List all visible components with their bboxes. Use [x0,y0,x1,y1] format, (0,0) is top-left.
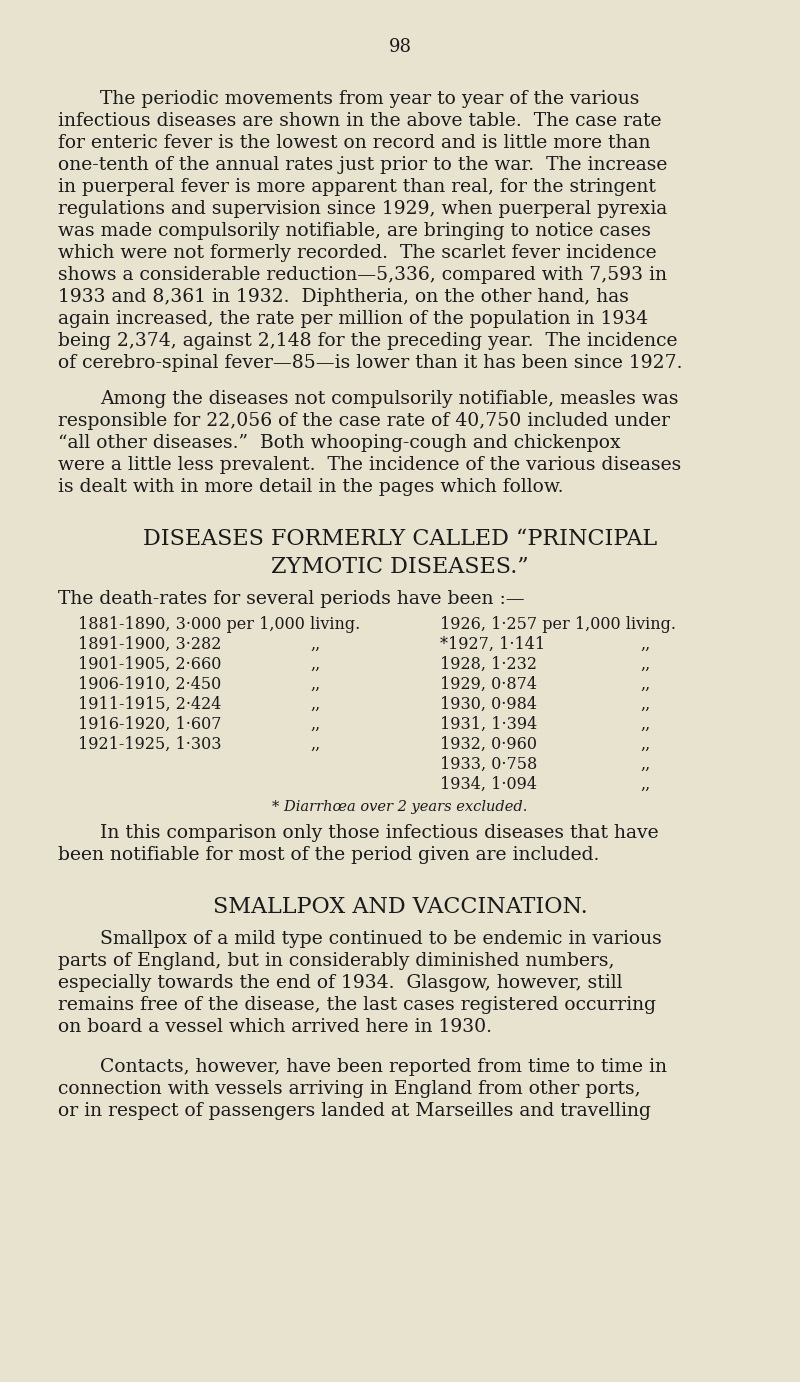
Text: ZYMOTIC DISEASES.”: ZYMOTIC DISEASES.” [271,556,529,578]
Text: 1931, 1·394: 1931, 1·394 [440,716,538,732]
Text: DISEASES FORMERLY CALLED “PRINCIPAL: DISEASES FORMERLY CALLED “PRINCIPAL [143,528,657,550]
Text: remains free of the disease, the last cases registered occurring: remains free of the disease, the last ca… [58,996,656,1014]
Text: ,,: ,, [310,656,320,673]
Text: ,,: ,, [640,777,650,793]
Text: 1911-1915, 2·424: 1911-1915, 2·424 [78,697,222,713]
Text: for enteric fever is the lowest on record and is little more than: for enteric fever is the lowest on recor… [58,134,650,152]
Text: In this comparison only those infectious diseases that have: In this comparison only those infectious… [100,824,658,842]
Text: was made compulsorily notifiable, are bringing to notice cases: was made compulsorily notifiable, are br… [58,223,651,240]
Text: Among the diseases not compulsorily notifiable, measles was: Among the diseases not compulsorily noti… [100,390,678,408]
Text: ,,: ,, [640,697,650,713]
Text: 1934, 1·094: 1934, 1·094 [440,777,537,793]
Text: which were not formerly recorded.  The scarlet fever incidence: which were not formerly recorded. The sc… [58,245,657,263]
Text: parts of England, but in considerably diminished numbers,: parts of England, but in considerably di… [58,952,614,970]
Text: shows a considerable reduction—5,336, compared with 7,593 in: shows a considerable reduction—5,336, co… [58,265,667,283]
Text: 1933, 0·758: 1933, 0·758 [440,756,538,773]
Text: being 2,374, against 2,148 for the preceding year.  The incidence: being 2,374, against 2,148 for the prece… [58,332,678,350]
Text: *1927, 1·141: *1927, 1·141 [440,636,545,654]
Text: of cerebro-spinal fever—85—is lower than it has been since 1927.: of cerebro-spinal fever—85—is lower than… [58,354,682,372]
Text: ,,: ,, [310,697,320,713]
Text: especially towards the end of 1934.  Glasgow, however, still: especially towards the end of 1934. Glas… [58,974,622,992]
Text: 1928, 1·232: 1928, 1·232 [440,656,537,673]
Text: 1891-1900, 3·282: 1891-1900, 3·282 [78,636,222,654]
Text: ,,: ,, [310,676,320,692]
Text: one-tenth of the annual rates just prior to the war.  The increase: one-tenth of the annual rates just prior… [58,156,667,174]
Text: ,,: ,, [640,737,650,753]
Text: 1901-1905, 2·660: 1901-1905, 2·660 [78,656,222,673]
Text: The periodic movements from year to year of the various: The periodic movements from year to year… [100,90,639,108]
Text: ,,: ,, [310,716,320,732]
Text: 1932, 0·960: 1932, 0·960 [440,737,537,753]
Text: 1933 and 8,361 in 1932.  Diphtheria, on the other hand, has: 1933 and 8,361 in 1932. Diphtheria, on t… [58,287,629,305]
Text: ,,: ,, [310,737,320,753]
Text: Smallpox of a mild type continued to be endemic in various: Smallpox of a mild type continued to be … [100,930,662,948]
Text: ,,: ,, [640,756,650,773]
Text: 1906-1910, 2·450: 1906-1910, 2·450 [78,676,222,692]
Text: 1930, 0·984: 1930, 0·984 [440,697,537,713]
Text: 1916-1920, 1·607: 1916-1920, 1·607 [78,716,222,732]
Text: The death-rates for several periods have been :—: The death-rates for several periods have… [58,590,525,608]
Text: 1929, 0·874: 1929, 0·874 [440,676,537,692]
Text: 1881-1890, 3·000 per 1,000 living.: 1881-1890, 3·000 per 1,000 living. [78,616,360,633]
Text: Contacts, however, have been reported from time to time in: Contacts, however, have been reported fr… [100,1059,667,1077]
Text: responsible for 22,056 of the case rate of 40,750 included under: responsible for 22,056 of the case rate … [58,412,670,430]
Text: on board a vessel which arrived here in 1930.: on board a vessel which arrived here in … [58,1019,492,1036]
Text: ,,: ,, [640,716,650,732]
Text: been notifiable for most of the period given are included.: been notifiable for most of the period g… [58,846,599,864]
Text: * Diarrhœa over 2 years excluded.: * Diarrhœa over 2 years excluded. [272,800,528,814]
Text: in puerperal fever is more apparent than real, for the stringent: in puerperal fever is more apparent than… [58,178,656,196]
Text: SMALLPOX AND VACCINATION.: SMALLPOX AND VACCINATION. [213,896,587,918]
Text: ,,: ,, [640,656,650,673]
Text: were a little less prevalent.  The incidence of the various diseases: were a little less prevalent. The incide… [58,456,682,474]
Text: or in respect of passengers landed at Marseilles and travelling: or in respect of passengers landed at Ma… [58,1101,651,1119]
Text: infectious diseases are shown in the above table.  The case rate: infectious diseases are shown in the abo… [58,112,662,130]
Text: ,,: ,, [310,636,320,654]
Text: regulations and supervision since 1929, when puerperal pyrexia: regulations and supervision since 1929, … [58,200,667,218]
Text: again increased, the rate per million of the population in 1934: again increased, the rate per million of… [58,310,648,328]
Text: 1926, 1·257 per 1,000 living.: 1926, 1·257 per 1,000 living. [440,616,676,633]
Text: “all other diseases.”  Both whooping-cough and chickenpox: “all other diseases.” Both whooping-coug… [58,434,621,452]
Text: ,,: ,, [640,676,650,692]
Text: ,,: ,, [640,636,650,654]
Text: is dealt with in more detail in the pages which follow.: is dealt with in more detail in the page… [58,478,563,496]
Text: 1921-1925, 1·303: 1921-1925, 1·303 [78,737,222,753]
Text: connection with vessels arriving in England from other ports,: connection with vessels arriving in Engl… [58,1079,641,1099]
Text: 98: 98 [389,37,411,57]
